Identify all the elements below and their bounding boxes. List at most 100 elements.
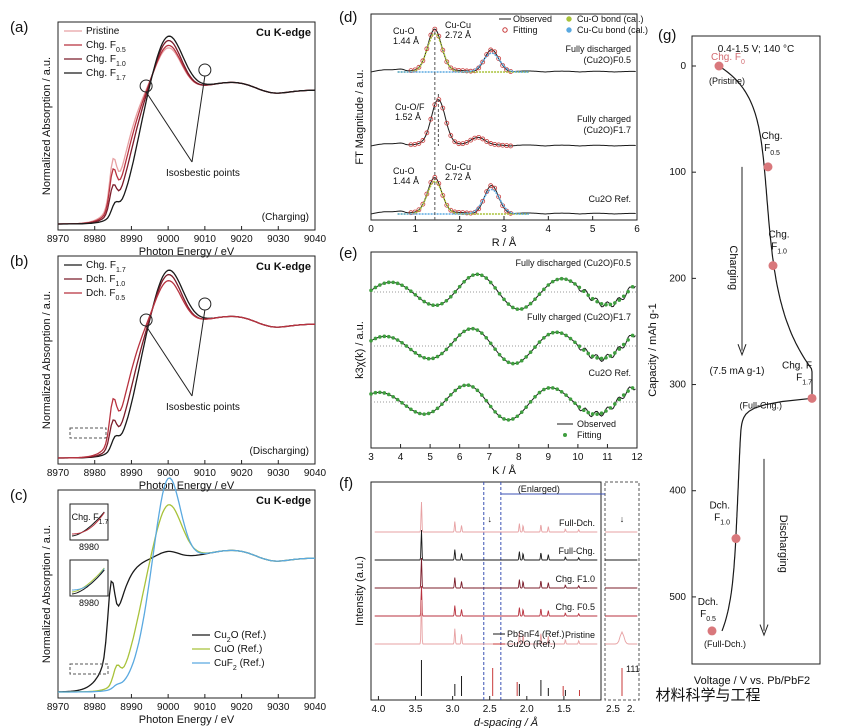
y-tick-label: 0 bbox=[680, 61, 686, 72]
fitting-marker bbox=[524, 305, 528, 309]
fitting-marker bbox=[604, 356, 608, 360]
state-marker bbox=[731, 534, 741, 544]
zoom-frame bbox=[604, 481, 640, 701]
fitting-marker bbox=[373, 285, 378, 290]
peak-distance: 2.72 Å bbox=[445, 172, 471, 182]
fitting-marker bbox=[493, 286, 497, 290]
fitting-marker bbox=[453, 388, 458, 393]
fitting-marker bbox=[488, 280, 493, 285]
fitting-marker bbox=[599, 301, 604, 306]
fitting-marker bbox=[444, 347, 449, 352]
x-tick-label: 9030 bbox=[267, 234, 290, 245]
x-tick-label: 8 bbox=[516, 452, 522, 463]
fitting-marker bbox=[444, 397, 449, 402]
fitting-marker bbox=[431, 356, 435, 361]
state-marker bbox=[763, 162, 773, 172]
x-tick-label: 8980 bbox=[84, 702, 107, 713]
fitting-marker bbox=[511, 361, 515, 366]
state-label: F1.0 bbox=[714, 513, 730, 527]
state-marker bbox=[768, 261, 778, 271]
x-axis-label: Photon Energy / eV bbox=[139, 480, 235, 492]
x-tick-label: 9000 bbox=[157, 234, 180, 245]
fitting-marker bbox=[462, 279, 466, 284]
state-marker bbox=[714, 61, 724, 71]
x-tick-label: 8980 bbox=[84, 468, 107, 479]
x-tick-label: 9030 bbox=[267, 468, 290, 479]
trace-label: Fully discharged (Cu2O)F0.5 bbox=[515, 258, 631, 268]
y-tick-label: 200 bbox=[669, 273, 686, 284]
x-tick-label: 2 bbox=[457, 224, 463, 235]
x-axis-label: R / Å bbox=[492, 236, 517, 249]
fitting-marker bbox=[528, 301, 533, 306]
x-axis-label: Photon Energy / eV bbox=[139, 246, 235, 258]
y-axis-label: Intensity (a.u.) bbox=[354, 556, 366, 626]
legend-entry: Chg. F1.7 bbox=[86, 68, 126, 82]
fitting-marker bbox=[462, 383, 466, 388]
panel-label: (g) bbox=[658, 27, 676, 44]
fitting-marker bbox=[416, 207, 422, 213]
legend-entry: Dch. F0.5 bbox=[86, 288, 125, 302]
fitting-marker bbox=[515, 414, 520, 419]
fitting-marker bbox=[400, 401, 404, 405]
x-tick-label: 9030 bbox=[267, 702, 290, 713]
cu-o-bond-curve bbox=[397, 180, 529, 215]
fitting-marker bbox=[542, 335, 546, 340]
fitting-marker bbox=[476, 206, 482, 212]
fitting-marker bbox=[497, 414, 502, 419]
panel-note: (Discharging) bbox=[250, 446, 309, 457]
xrd-trace bbox=[374, 529, 598, 561]
condition-label: 0.4-1.5 V; 140 °C bbox=[718, 44, 794, 55]
fitting-marker bbox=[484, 276, 489, 280]
charging-arrowhead bbox=[737, 344, 747, 357]
state-label: Dch. bbox=[698, 597, 719, 608]
inset-curve bbox=[72, 512, 105, 535]
fitting-marker bbox=[595, 356, 599, 360]
x-tick-label: 8990 bbox=[120, 234, 143, 245]
fitting-marker bbox=[448, 133, 454, 138]
fitting-marker bbox=[586, 351, 591, 356]
y-tick-label: 500 bbox=[669, 592, 686, 603]
fitting-marker bbox=[621, 342, 626, 347]
fitting-marker bbox=[382, 281, 387, 286]
fitting-marker bbox=[492, 49, 498, 55]
series-dch-f0-5 bbox=[57, 280, 316, 459]
series-dch-f1-0 bbox=[58, 273, 316, 459]
trace-label: Cu2O Ref. bbox=[588, 194, 631, 204]
fitting-marker bbox=[506, 418, 511, 422]
fitting-marker bbox=[568, 397, 573, 401]
peak-name: Cu-O bbox=[393, 26, 415, 36]
fitting-marker bbox=[462, 329, 466, 334]
panel-a: 8970 8980 8990 9000 9010 9020 9030 9040 Photon E… bbox=[10, 19, 327, 258]
fitting-marker bbox=[395, 281, 400, 286]
fitting-marker bbox=[422, 412, 427, 416]
fitting-marker bbox=[577, 285, 582, 290]
inset-curve bbox=[71, 569, 105, 595]
fitting-marker bbox=[395, 338, 400, 342]
annotation-pointer bbox=[191, 309, 206, 397]
fitting-marker bbox=[604, 302, 608, 307]
fitting-marker bbox=[484, 52, 490, 57]
fitting-marker bbox=[484, 139, 490, 144]
x-tick-label: 9020 bbox=[230, 702, 253, 713]
peak-distance: 1.44 Å bbox=[393, 36, 419, 46]
fitting-marker bbox=[511, 305, 515, 310]
fitting-marker bbox=[528, 350, 533, 355]
state-note: (Full-Dch.) bbox=[704, 639, 746, 649]
panel-g: 0 100 200 300 400 500 Capacity / mAh g-1 Voltag… bbox=[647, 27, 821, 687]
legend-entry: Pristine bbox=[86, 26, 120, 37]
x-axis-label: Voltage / V vs. Pb/PbF2 bbox=[694, 675, 810, 687]
fitting-marker bbox=[488, 341, 493, 346]
fitting-marker bbox=[404, 286, 409, 290]
fitting-marker bbox=[457, 385, 462, 390]
fitting-marker bbox=[617, 397, 622, 402]
y-tick-label: 300 bbox=[669, 380, 686, 391]
panel-note: (Charging) bbox=[262, 212, 309, 223]
cu-cu-bond-curve bbox=[397, 188, 529, 215]
fitting-marker bbox=[475, 272, 480, 277]
panel-label: (d) bbox=[339, 9, 357, 26]
annotation-pointer bbox=[191, 75, 206, 163]
legend-swatch bbox=[563, 433, 567, 437]
peak-name: Cu-O/F bbox=[395, 102, 425, 112]
fitting-marker bbox=[502, 417, 506, 421]
fitting-marker bbox=[599, 411, 604, 415]
